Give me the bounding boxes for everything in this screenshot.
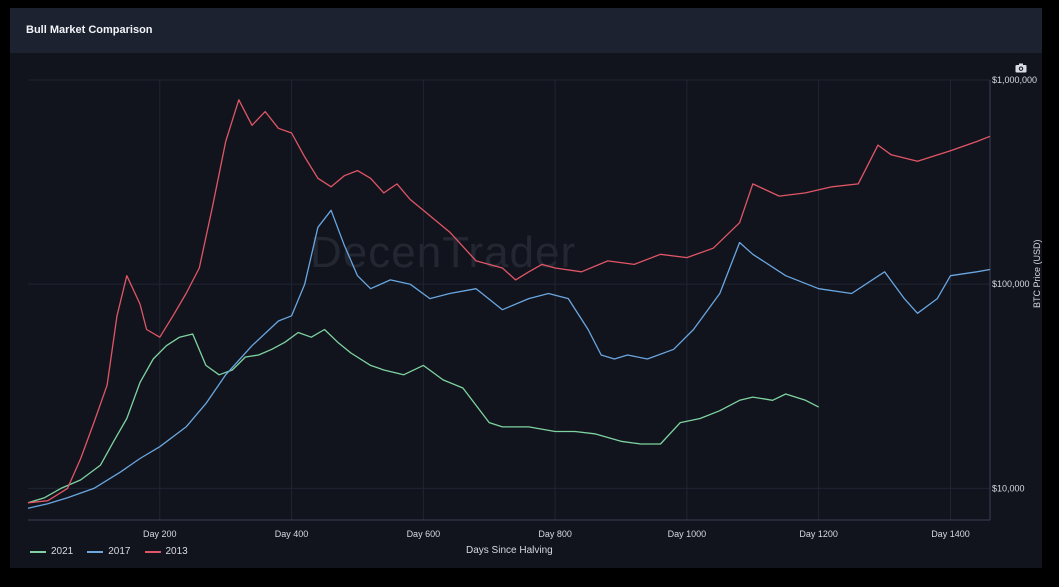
x-tick-label: Day 1400	[931, 529, 970, 539]
x-axis-label: Days Since Halving	[466, 545, 553, 556]
y-tick-label: $10,000	[992, 483, 1025, 493]
series-line-2013	[27, 99, 991, 504]
x-tick-label: Day 800	[538, 529, 572, 539]
x-tick-label: Day 200	[143, 529, 177, 539]
x-tick-label: Day 1200	[799, 529, 838, 539]
legend-label-2017: 2017	[108, 546, 131, 557]
legend-item-2021[interactable]: 2021	[30, 546, 73, 557]
chart-panel: Bull Market Comparison DecenTrader Day 2…	[10, 8, 1042, 568]
legend-swatch-2013	[144, 550, 161, 553]
y-axis-label: BTC Price (USD)	[1032, 239, 1042, 308]
legend-item-2013[interactable]: 2013	[144, 546, 188, 557]
legend-swatch-2021	[30, 550, 46, 553]
y-tick-label: $1,000,000	[992, 75, 1037, 85]
y-tick-label: $100,000	[992, 279, 1030, 289]
page-title: Bull Market Comparison	[26, 24, 153, 36]
x-tick-label: Day 600	[407, 529, 441, 539]
legend-label-2013: 2013	[165, 546, 188, 557]
camera-icon[interactable]	[1015, 63, 1027, 73]
chart-legend: 2021 2017 2013	[30, 546, 188, 557]
legend-swatch-2017	[87, 550, 104, 553]
line-chart: Day 200 Day 400 Day 600 Day 800 Day 1000 Day …	[27, 75, 1037, 539]
x-tick-label: Day 1000	[668, 529, 707, 539]
x-tick-label: Day 400	[275, 529, 309, 539]
legend-label-2021: 2021	[51, 546, 74, 557]
panel-header: Bull Market Comparison	[10, 8, 1042, 53]
series-line-2017	[27, 209, 991, 509]
legend-item-2017[interactable]: 2017	[87, 546, 131, 557]
series-line-2021	[27, 328, 819, 504]
